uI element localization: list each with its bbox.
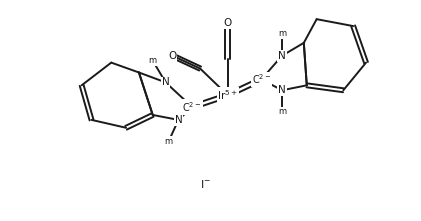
- Text: O: O: [224, 18, 232, 28]
- Text: m: m: [278, 29, 286, 38]
- Text: N: N: [175, 115, 182, 125]
- Text: Ir$^{5+}$: Ir$^{5+}$: [217, 88, 238, 102]
- Text: m: m: [149, 56, 157, 65]
- Text: N: N: [162, 77, 169, 87]
- Text: C$^{2-}$: C$^{2-}$: [182, 100, 202, 114]
- Text: I$^{-}$: I$^{-}$: [200, 178, 210, 190]
- Text: C$^{2-}$: C$^{2-}$: [252, 72, 271, 86]
- Text: N: N: [278, 85, 286, 95]
- Text: O: O: [168, 51, 176, 61]
- Text: m: m: [165, 137, 173, 146]
- Text: m: m: [278, 107, 286, 116]
- Text: N: N: [278, 51, 286, 61]
